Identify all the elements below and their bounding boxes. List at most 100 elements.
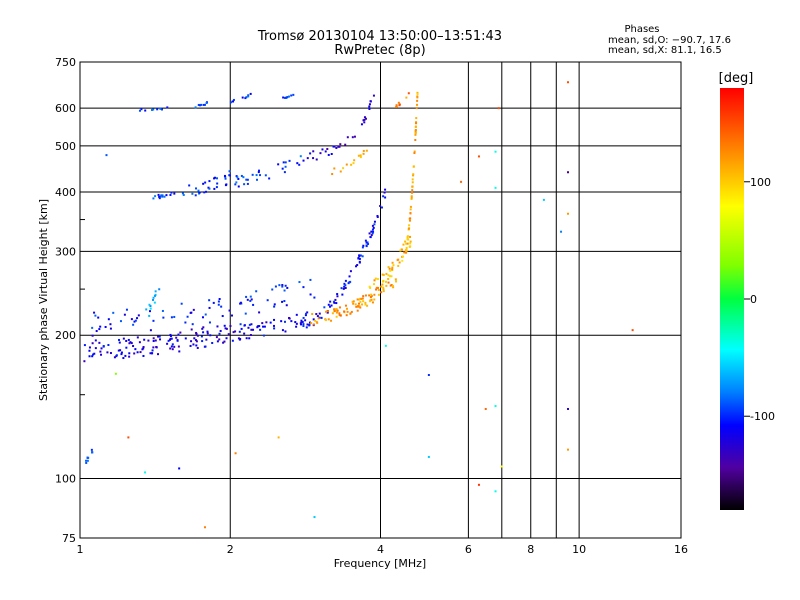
data-point — [283, 289, 286, 292]
data-point — [358, 254, 361, 257]
data-point — [215, 186, 218, 189]
data-point — [184, 337, 187, 340]
data-point — [387, 278, 390, 281]
data-point — [128, 355, 131, 358]
data-point — [371, 301, 374, 304]
data-point — [228, 309, 231, 312]
data-point — [182, 193, 185, 196]
data-point — [271, 288, 274, 291]
data-point — [340, 287, 343, 290]
data-point — [205, 102, 208, 105]
data-point — [631, 329, 634, 332]
data-point — [402, 255, 405, 258]
data-point — [373, 293, 376, 296]
data-point — [411, 185, 414, 188]
data-point — [366, 241, 369, 244]
data-point — [283, 320, 286, 323]
data-point — [353, 159, 356, 162]
colorbar — [720, 88, 744, 510]
data-point — [216, 182, 219, 185]
data-point — [262, 325, 265, 328]
data-point — [414, 138, 417, 141]
data-point — [409, 235, 412, 238]
data-point — [134, 319, 137, 322]
data-point — [196, 334, 199, 337]
data-point — [412, 173, 415, 176]
data-point — [333, 167, 336, 170]
data-point — [258, 169, 261, 172]
data-point — [382, 280, 385, 283]
data-point — [388, 267, 391, 270]
data-point — [460, 180, 463, 183]
data-point — [197, 189, 200, 192]
phase-stats-o: mean, sd,O: −90.7, 17.6 — [608, 35, 731, 46]
data-point — [413, 152, 416, 155]
data-point — [369, 236, 372, 239]
grid-lines — [80, 62, 681, 538]
data-point — [98, 341, 101, 344]
data-point — [409, 242, 412, 245]
data-point — [203, 191, 206, 194]
data-point — [327, 318, 330, 321]
data-point — [385, 272, 388, 275]
data-point — [290, 320, 293, 323]
data-point — [273, 305, 276, 308]
data-point — [213, 176, 216, 179]
data-point — [151, 349, 154, 352]
data-point — [153, 294, 156, 297]
data-point — [325, 319, 328, 322]
data-point — [368, 103, 371, 106]
data-point — [356, 298, 359, 301]
data-point — [484, 407, 487, 410]
data-point — [213, 187, 216, 190]
data-point — [283, 300, 286, 303]
data-point — [149, 307, 152, 310]
data-point — [362, 244, 365, 247]
data-point — [397, 101, 400, 104]
data-point — [240, 327, 243, 330]
data-point — [326, 311, 329, 314]
data-point — [153, 301, 156, 304]
data-point — [259, 174, 262, 177]
data-point — [192, 343, 195, 346]
data-point — [232, 98, 235, 101]
data-point — [352, 300, 355, 303]
data-point — [171, 348, 174, 351]
data-point — [86, 459, 89, 462]
data-point — [411, 181, 414, 184]
data-point — [382, 273, 385, 276]
data-point — [125, 346, 128, 349]
data-point — [477, 155, 480, 158]
data-point — [150, 352, 153, 355]
data-point — [407, 227, 410, 230]
data-point — [134, 348, 137, 351]
data-point — [494, 490, 497, 493]
data-point — [408, 224, 411, 227]
data-point — [368, 107, 371, 110]
data-point — [159, 107, 162, 110]
data-point — [380, 206, 383, 209]
data-point — [494, 405, 497, 408]
data-points — [83, 81, 634, 529]
data-point — [91, 334, 94, 337]
data-point — [188, 184, 191, 187]
data-point — [395, 280, 398, 283]
data-point — [357, 302, 360, 305]
y-tick-label: 500 — [55, 140, 76, 153]
data-point — [308, 323, 311, 326]
data-point — [335, 315, 338, 318]
data-point — [158, 195, 161, 198]
data-point — [326, 148, 329, 151]
data-point — [115, 354, 118, 357]
y-tick-label: 600 — [55, 102, 76, 115]
data-point — [333, 145, 336, 148]
data-point — [314, 319, 317, 322]
data-point — [130, 342, 133, 345]
y-tick-label: 300 — [55, 245, 76, 258]
data-point — [194, 194, 197, 197]
data-point — [220, 305, 223, 308]
data-point — [312, 157, 315, 160]
data-point — [380, 291, 383, 294]
data-point — [371, 228, 374, 231]
data-point — [100, 347, 103, 350]
